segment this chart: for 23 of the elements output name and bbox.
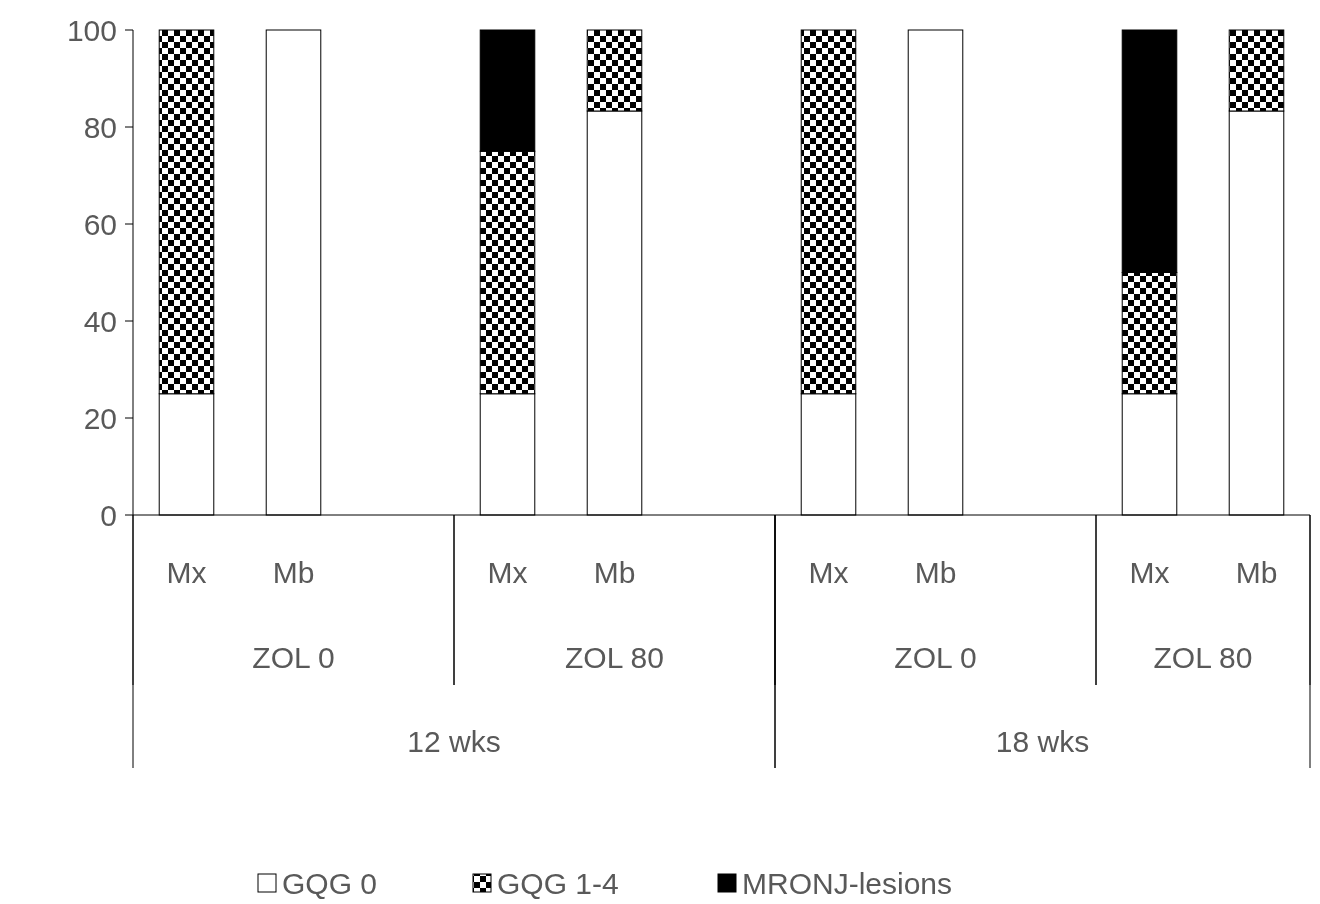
y-tick-label: 20 <box>83 401 117 435</box>
x-tick-label: Mx <box>1129 556 1170 589</box>
text: ZOL 0 <box>894 641 977 674</box>
y-tick-label: 80 <box>83 110 117 144</box>
legend-label: GQG 0 <box>282 866 378 900</box>
x-tick-label: Mb <box>914 556 957 589</box>
text: ZOL 80 <box>1153 641 1253 674</box>
text: ZOL 80 <box>565 641 664 674</box>
y-tick-label: 40 <box>83 304 117 338</box>
text: 18 wks <box>995 725 1090 758</box>
y-tick-label: 100 <box>66 13 117 47</box>
x-tick-label: Mx <box>487 556 528 589</box>
y-tick-label: 60 <box>83 207 117 241</box>
legend-label: MRONJ-lesions <box>742 866 953 900</box>
x-tick-label: Mx <box>166 556 207 589</box>
legend-label: GQG 1-4 <box>497 866 619 900</box>
x-tick-label: Mb <box>593 556 636 589</box>
x-tick-label: Mb <box>272 556 315 589</box>
y-tick-label: 0 <box>100 498 117 532</box>
text: ZOL 0 <box>252 641 335 674</box>
x-tick-label: Mx <box>808 556 849 589</box>
x-tick-label: Mb <box>1235 556 1278 589</box>
text: 12 wks <box>407 725 501 758</box>
